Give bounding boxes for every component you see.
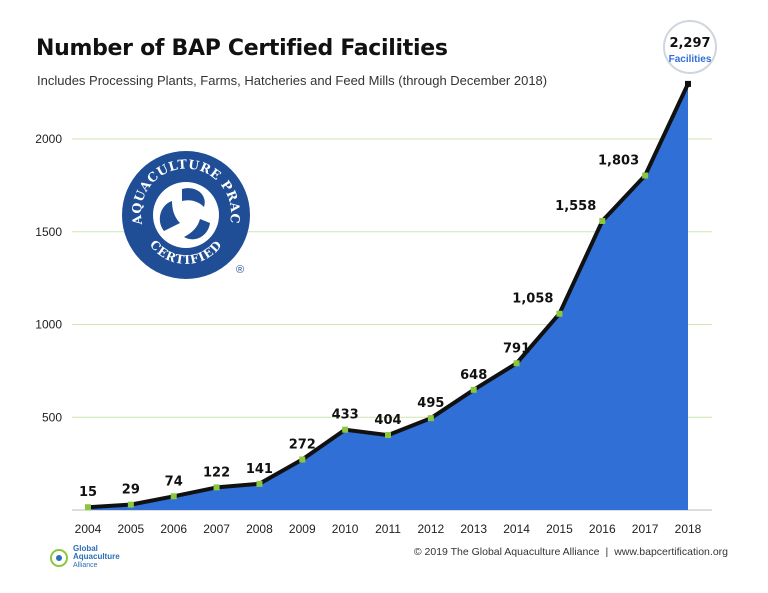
- website-link[interactable]: www.bapcertification.org: [614, 546, 728, 558]
- x-tick-label: 2015: [546, 522, 573, 536]
- x-tick-label: 2008: [246, 522, 273, 536]
- data-label-2013: 648: [460, 368, 487, 383]
- callout-bubble: 2,297 Facilities: [663, 20, 717, 74]
- data-point-2010: [342, 426, 349, 433]
- y-axis-labels: 500 1000 1500 2000: [35, 132, 62, 424]
- x-tick-label: 2012: [418, 522, 445, 536]
- gaa-logo-text: Global Aquaculture Alliance: [73, 545, 133, 570]
- data-point-2005: [127, 501, 134, 508]
- data-point-2016: [599, 217, 606, 224]
- y-tick-label: 500: [42, 410, 62, 424]
- data-point-2004: [85, 504, 91, 511]
- logo-fish-icon: [159, 188, 210, 240]
- data-label-2017: 1,803: [598, 154, 639, 169]
- data-label-2011: 404: [374, 413, 401, 428]
- data-point-2011: [385, 432, 391, 439]
- x-tick-label: 2016: [589, 522, 616, 536]
- x-tick-label: 2009: [289, 522, 316, 536]
- callout-value: 2,297: [669, 36, 710, 51]
- data-point-2017: [642, 172, 649, 179]
- data-point-2013: [470, 386, 477, 393]
- data-label-2016: 1,558: [555, 199, 596, 214]
- x-tick-label: 2007: [203, 522, 230, 536]
- data-point-2009: [299, 456, 306, 463]
- x-tick-label: 2010: [332, 522, 359, 536]
- gaa-logo-line-3: Alliance: [73, 562, 98, 569]
- gaa-logo: Global Aquaculture Alliance: [50, 545, 133, 570]
- data-point-2007: [213, 484, 220, 491]
- data-point-2015: [556, 310, 563, 317]
- x-tick-label: 2014: [503, 522, 530, 536]
- data-point-2012: [427, 415, 434, 422]
- y-tick-label: 2000: [35, 132, 62, 146]
- chart-subtitle: Includes Processing Plants, Farms, Hatch…: [37, 73, 548, 88]
- data-point-2014: [513, 360, 520, 367]
- data-label-2010: 433: [332, 408, 359, 423]
- data-markers: [85, 80, 691, 511]
- bap-certified-logo: BEST AQUACULTURE PRACTICES CERTIFIED ®: [122, 151, 250, 279]
- x-tick-label: 2013: [460, 522, 487, 536]
- data-point-2006: [170, 493, 177, 500]
- gaa-logo-line-2: Aquaculture: [73, 552, 120, 561]
- data-label-2015: 1,058: [512, 292, 553, 307]
- area-fill: [88, 83, 688, 511]
- data-point-2008: [256, 480, 263, 487]
- chart-title: Number of BAP Certified Facilities: [36, 36, 448, 61]
- gaa-fish-icon: [50, 548, 68, 567]
- data-label-2009: 272: [289, 438, 316, 453]
- copyright-text: © 2019 The Global Aquaculture Alliance: [413, 546, 600, 558]
- x-tick-label: 2004: [75, 522, 102, 536]
- data-label-2007: 122: [203, 465, 230, 480]
- x-tick-label: 2018: [675, 522, 702, 536]
- x-tick-label: 2011: [375, 522, 401, 536]
- data-point-2018: [685, 80, 691, 87]
- y-tick-label: 1500: [35, 225, 62, 239]
- x-tick-label: 2005: [118, 522, 145, 536]
- callout-label: Facilities: [669, 54, 712, 65]
- data-label-2005: 29: [122, 483, 140, 498]
- x-axis-labels: 2004 2005 2006 2007 2008 2009 2010 2011 2012 2013…: [75, 522, 702, 536]
- data-label-2014: 791: [503, 341, 530, 356]
- x-tick-label: 2006: [160, 522, 187, 536]
- data-label-2008: 141: [246, 462, 273, 477]
- data-label-2006: 74: [165, 474, 183, 489]
- gaa-logo-line-1: Global: [73, 544, 98, 553]
- y-tick-label: 1000: [35, 318, 62, 332]
- data-labels: 15 29 74 122 141 272 433 404 495 648 791 1,058 1,558…: [79, 154, 639, 501]
- footer-separator: |: [605, 546, 609, 558]
- footer-credits: © 2019 The Global Aquaculture Alliance | w…: [414, 546, 728, 558]
- data-label-2012: 495: [417, 396, 444, 411]
- x-tick-label: 2017: [632, 522, 659, 536]
- logo-registered-mark: ®: [236, 264, 244, 276]
- data-label-2004: 15: [79, 485, 97, 500]
